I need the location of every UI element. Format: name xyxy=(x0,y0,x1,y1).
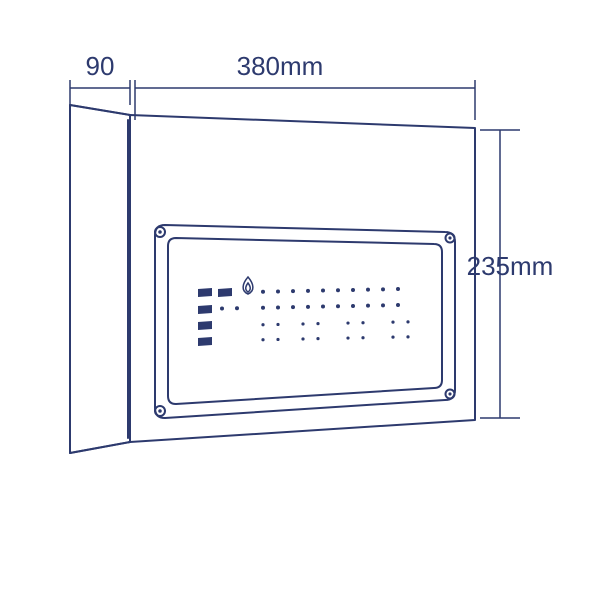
indicator-dot xyxy=(301,322,304,325)
indicator-dot xyxy=(306,305,310,309)
indicator-dot xyxy=(235,306,239,310)
indicator-dot xyxy=(276,323,279,326)
indicator-dot xyxy=(336,304,340,308)
indicator-dot xyxy=(321,289,325,293)
indicator-dot xyxy=(321,305,325,309)
indicator-dot xyxy=(306,289,310,293)
indicator-dot xyxy=(346,336,349,339)
panel-button-1 xyxy=(218,288,232,297)
indicator-dot xyxy=(261,323,264,326)
indicator-dot xyxy=(301,337,304,340)
indicator-dot xyxy=(406,335,409,338)
indicator-dot xyxy=(351,288,355,292)
indicator-dot xyxy=(261,338,264,341)
indicator-dot xyxy=(261,290,265,294)
indicator-dot xyxy=(346,321,349,324)
dim-label-width: 380mm xyxy=(237,51,324,81)
panel-button-0 xyxy=(198,288,212,297)
indicator-dot xyxy=(316,337,319,340)
panel-button-4 xyxy=(198,337,212,346)
indicator-dot xyxy=(261,306,265,310)
indicator-dot xyxy=(351,304,355,308)
dim-label-height: 235mm xyxy=(467,251,554,281)
indicator-dot xyxy=(366,288,370,292)
dim-label-depth: 90 xyxy=(86,51,115,81)
indicator-dot xyxy=(396,303,400,307)
indicator-dot xyxy=(276,338,279,341)
bezel-inner xyxy=(168,238,442,404)
indicator-dot xyxy=(276,289,280,293)
indicator-dot xyxy=(361,321,364,324)
indicator-dot xyxy=(291,305,295,309)
indicator-dot xyxy=(276,305,280,309)
front-face xyxy=(130,115,475,442)
indicator-dot xyxy=(396,287,400,291)
indicator-dot xyxy=(336,288,340,292)
indicator-dot xyxy=(291,289,295,293)
indicator-dot xyxy=(316,322,319,325)
panel-button-2 xyxy=(198,305,212,314)
indicator-dot xyxy=(381,287,385,291)
indicator-dot xyxy=(381,303,385,307)
flame-icon xyxy=(243,277,253,294)
indicator-dot xyxy=(391,321,394,324)
indicator-dot xyxy=(361,336,364,339)
indicator-dot xyxy=(406,320,409,323)
indicator-dot xyxy=(391,336,394,339)
panel-button-3 xyxy=(198,321,212,330)
indicator-dot xyxy=(220,307,224,311)
indicator-dot xyxy=(366,304,370,308)
